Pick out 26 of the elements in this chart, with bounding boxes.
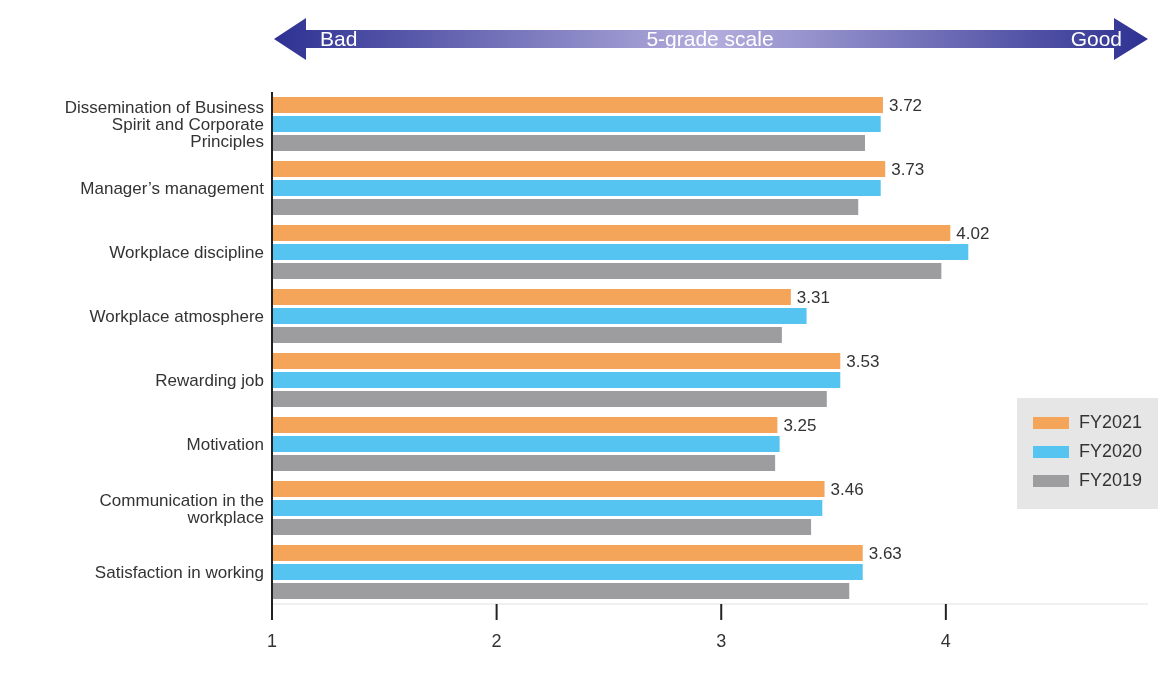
x-tick-label: 2: [491, 630, 502, 651]
text: Bad: [320, 27, 358, 50]
y-tick-label: Workplace atmosphere: [89, 307, 264, 327]
data-label: 3.73: [891, 160, 925, 180]
y-tick-label: Manager’s management: [80, 179, 265, 199]
y-tick-label: Satisfaction in working: [94, 563, 264, 583]
text: 5-grade scale: [646, 27, 774, 50]
x-tick-label: 3: [716, 630, 727, 651]
x-tick-label: 1: [266, 630, 278, 651]
y-tick-label: Workplace discipline: [109, 243, 264, 263]
x-tick-label: 4: [940, 630, 951, 651]
data-label: 3.25: [783, 416, 817, 436]
text: Good: [1070, 27, 1122, 50]
data-label: 3.53: [846, 352, 880, 372]
data-label: 3.63: [868, 544, 902, 564]
data-label: 3.31: [796, 288, 830, 308]
y-tick-label: Communication in the workplace: [99, 490, 264, 527]
y-tick-label: Motivation: [186, 435, 264, 455]
data-label: 3.72: [888, 96, 923, 116]
data-label: 4.02: [956, 224, 990, 244]
y-tick-label: Rewarding job: [155, 371, 264, 391]
legend-label: FY2021: [1078, 412, 1142, 433]
legend-label: FY2020: [1078, 441, 1142, 462]
data-label: 3.46: [830, 480, 864, 500]
legend-label: FY2019: [1078, 470, 1142, 491]
y-tick-label: Dissemination of Business Spirit and Corporate Principles: [64, 98, 264, 152]
